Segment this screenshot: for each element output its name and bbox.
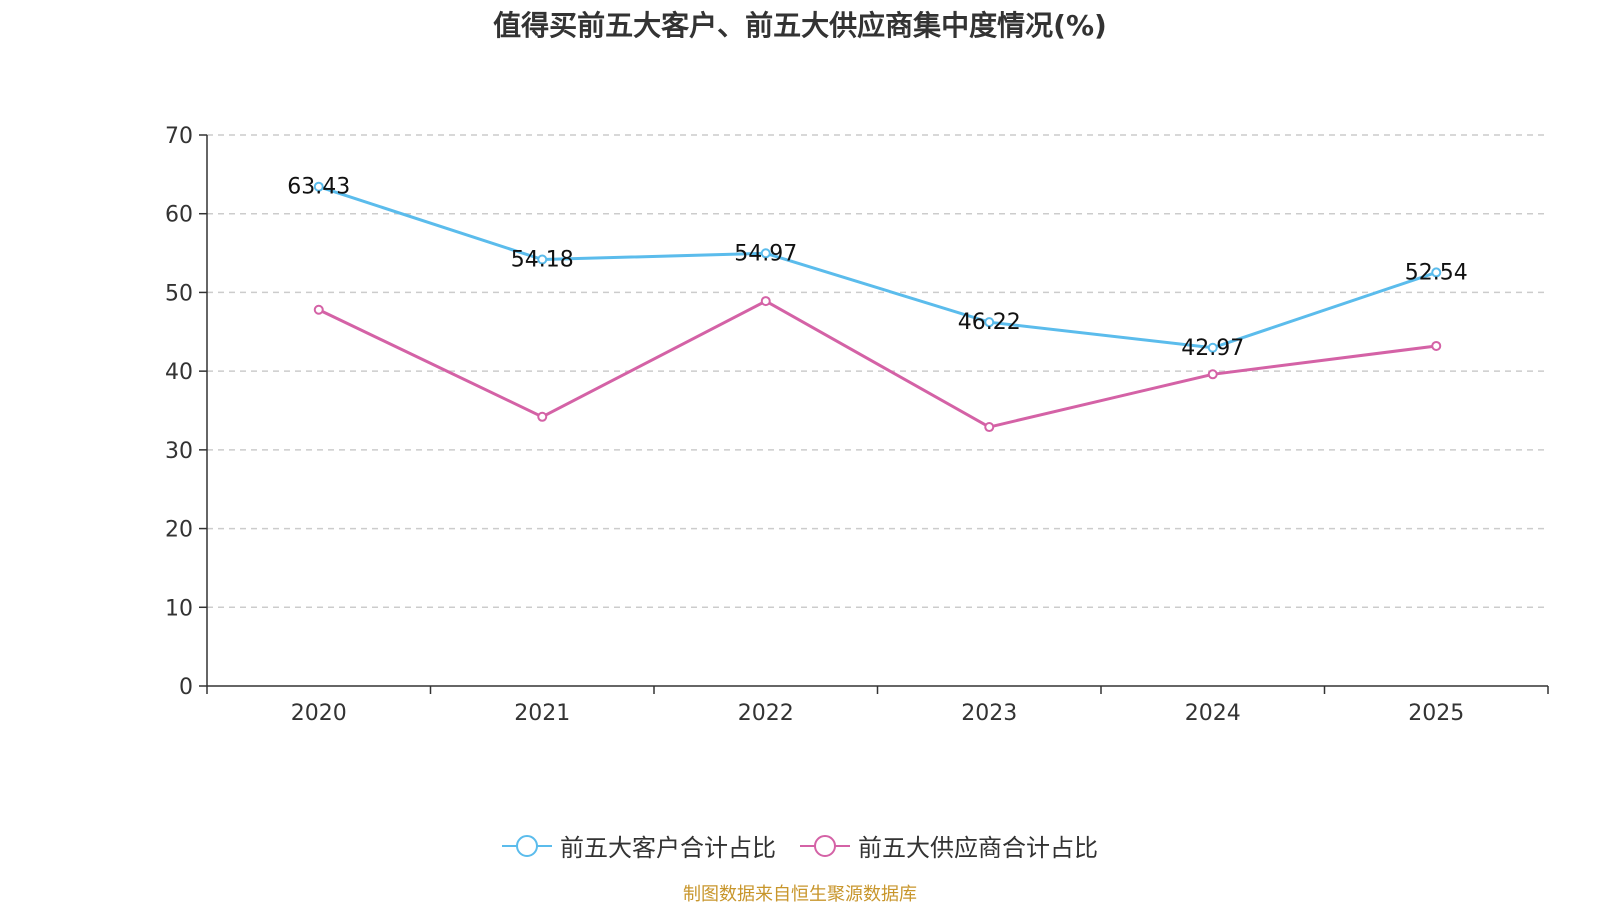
y-tick-label-50: 50 xyxy=(165,281,193,306)
legend-customers-label: 前五大客户合计占比 xyxy=(560,834,776,862)
y-tick-label-20: 20 xyxy=(165,518,193,543)
data-label-s0-2023: 46.22 xyxy=(958,310,1021,335)
point-s1-2022 xyxy=(760,296,771,307)
chart-title: 值得买前五大客户、前五大供应商集中度情况(%) xyxy=(493,9,1107,42)
legend-item-suppliers[interactable]: 前五大供应商合计占比 xyxy=(800,828,1098,863)
legend-customers-icon xyxy=(502,834,552,857)
point-s0-2020 xyxy=(313,181,324,192)
point-s1-2024 xyxy=(1207,369,1218,380)
data-label-s0-2021: 54.18 xyxy=(511,248,574,273)
series-line-1 xyxy=(318,299,1437,429)
legend-suppliers-icon xyxy=(800,834,850,857)
point-s1-2021 xyxy=(537,411,548,422)
x-tick-label-2023: 2023 xyxy=(961,701,1017,726)
x-tick-label-2022: 2022 xyxy=(738,701,794,726)
x-tick-label-2021: 2021 xyxy=(514,701,570,726)
y-tick-label-10: 10 xyxy=(165,596,193,621)
point-s0-2021 xyxy=(537,254,548,265)
point-s1-2020 xyxy=(313,304,324,315)
point-s0-2023 xyxy=(984,317,995,328)
legend-suppliers-label: 前五大供应商合计占比 xyxy=(858,834,1098,862)
data-label-s0-2025: 52.54 xyxy=(1405,260,1468,285)
y-tick-label-30: 30 xyxy=(165,439,193,464)
y-tick-label-40: 40 xyxy=(165,360,193,385)
grid-lines xyxy=(207,134,1548,609)
legend: 前五大客户合计占比 前五大供应商合计占比 xyxy=(0,828,1600,863)
data-labels: 63.43 54.18 54.97 46.22 42.97 52.54 xyxy=(287,175,1467,361)
point-s0-2024 xyxy=(1207,342,1218,353)
point-s0-2025 xyxy=(1431,267,1442,278)
data-label-s0-2024: 42.97 xyxy=(1181,336,1244,361)
series-group xyxy=(313,181,1442,433)
y-tick-label-60: 60 xyxy=(165,203,193,228)
point-s0-2022 xyxy=(760,248,771,259)
point-s1-2023 xyxy=(984,422,995,433)
point-s1-2025 xyxy=(1431,340,1442,351)
axes: 0 10 20 30 40 50 60 70 2020 2021 2022 2023 2024 2025 xyxy=(165,124,1549,726)
legend-item-customers[interactable]: 前五大客户合计占比 xyxy=(502,828,776,863)
x-tick-label-2025: 2025 xyxy=(1408,701,1464,726)
data-label-s0-2020: 63.43 xyxy=(287,175,350,200)
y-tick-label-0: 0 xyxy=(179,675,193,700)
data-label-s0-2022: 54.97 xyxy=(734,241,797,266)
source-note: 制图数据来自恒生聚源数据库 xyxy=(683,884,917,905)
y-tick-label-70: 70 xyxy=(165,124,193,149)
x-tick-label-2020: 2020 xyxy=(291,701,347,726)
x-tick-label-2024: 2024 xyxy=(1185,701,1241,726)
series-line-0 xyxy=(318,185,1437,350)
